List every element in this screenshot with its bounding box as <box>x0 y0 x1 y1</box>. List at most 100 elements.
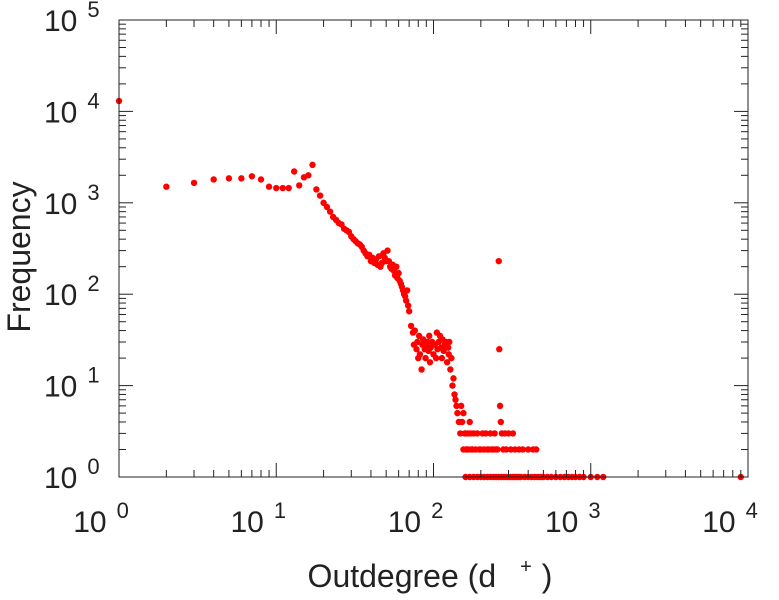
y-tick-label: 10 1 <box>44 363 100 404</box>
data-point <box>418 366 425 373</box>
data-point <box>309 161 316 169</box>
x-tick-label-base: 10 <box>73 506 106 539</box>
data-point <box>446 338 453 346</box>
data-point <box>403 287 411 294</box>
y-tick-label-base: 10 <box>44 5 77 38</box>
data-point <box>384 247 391 254</box>
x-axis-label-superscript: + <box>520 556 532 578</box>
x-tick-label: 10 2 <box>388 498 444 539</box>
data-point <box>524 446 532 453</box>
data-point <box>326 208 334 215</box>
data-point <box>533 446 540 453</box>
x-tick-label-base: 10 <box>702 506 735 539</box>
data-point <box>238 175 245 182</box>
plot-area <box>115 97 745 481</box>
y-axis-label: Frequency <box>1 181 37 332</box>
data-point <box>393 263 400 270</box>
data-point <box>190 179 198 187</box>
data-point <box>491 430 498 437</box>
x-tick-label: 10 1 <box>230 498 286 539</box>
data-point <box>443 359 451 366</box>
data-point <box>296 182 303 189</box>
data-point <box>444 344 452 351</box>
y-tick-label-exponent: 4 <box>87 88 99 113</box>
data-point <box>248 173 256 180</box>
data-point <box>416 351 424 358</box>
x-tick-label: 10 3 <box>545 498 601 539</box>
data-point <box>414 338 421 346</box>
data-point <box>509 430 517 437</box>
x-tick-label: 10 4 <box>702 498 758 539</box>
data-point <box>448 354 455 362</box>
y-tick-label-exponent: 5 <box>87 0 99 22</box>
data-point <box>482 430 489 437</box>
y-tick-label: 10 0 <box>44 454 100 495</box>
data-point <box>285 184 292 192</box>
data-point <box>407 322 415 330</box>
data-point <box>323 203 331 211</box>
data-point <box>290 168 298 175</box>
x-tick-label-exponent: 0 <box>117 498 129 523</box>
data-point <box>458 418 466 426</box>
data-point <box>496 346 503 353</box>
y-tick-label: 10 5 <box>44 0 100 38</box>
y-tick-label-base: 10 <box>44 462 77 495</box>
data-point <box>503 446 510 453</box>
data-point <box>163 183 170 190</box>
data-point <box>422 354 429 362</box>
x-axis-label: Outdegree (d +) <box>308 556 553 594</box>
x-tick-label-base: 10 <box>545 506 578 539</box>
plot-frame <box>118 19 749 478</box>
data-point <box>426 332 433 340</box>
data-point <box>452 396 459 403</box>
x-tick-label-exponent: 2 <box>431 498 443 523</box>
y-tick-label-exponent: 1 <box>87 363 99 388</box>
x-tick-label-base: 10 <box>230 506 263 539</box>
data-point <box>519 446 527 453</box>
data-point <box>426 359 434 366</box>
data-point <box>494 446 501 453</box>
data-point <box>495 257 502 265</box>
data-point <box>411 327 418 334</box>
data-point <box>454 409 461 417</box>
x-tick-label: 10 0 <box>73 498 129 539</box>
data-point <box>450 375 457 382</box>
data-point <box>402 297 410 304</box>
data-point <box>279 184 286 192</box>
data-point <box>460 409 467 417</box>
data-point <box>474 430 481 437</box>
data-point <box>316 192 324 199</box>
y-tick-label-exponent: 0 <box>87 454 99 479</box>
data-point <box>405 308 413 315</box>
data-point <box>440 347 447 355</box>
data-point <box>395 269 402 277</box>
x-tick-label-exponent: 1 <box>274 498 286 523</box>
y-tick-label-base: 10 <box>44 371 77 404</box>
x-tick-label-exponent: 4 <box>746 498 758 523</box>
y-tick-label-exponent: 3 <box>87 180 99 205</box>
y-tick-label-base: 10 <box>44 188 77 221</box>
data-point <box>210 176 217 183</box>
data-point <box>505 430 512 437</box>
y-tick-label: 10 2 <box>44 271 100 312</box>
x-axis-label-close: ) <box>542 558 553 594</box>
data-point <box>453 402 460 410</box>
data-point <box>432 354 440 362</box>
data-point <box>265 183 273 190</box>
data-point <box>225 175 233 182</box>
data-point <box>496 402 504 410</box>
data-point <box>273 184 280 192</box>
data-point <box>438 354 446 362</box>
x-tick-label-exponent: 3 <box>588 498 600 523</box>
data-point <box>447 366 454 373</box>
data-point <box>461 430 468 437</box>
y-tick-label: 10 3 <box>44 180 100 221</box>
data-point <box>497 418 505 426</box>
data-point <box>313 186 320 193</box>
data-point <box>404 302 412 309</box>
axes: 10 0 10 1 10 2 10 3 10 4 10 0 10 1 10 2 10 3 10 4 10 5 <box>44 0 758 539</box>
data-point <box>457 430 464 437</box>
y-tick-label-exponent: 2 <box>87 271 99 296</box>
data-point <box>466 418 473 426</box>
